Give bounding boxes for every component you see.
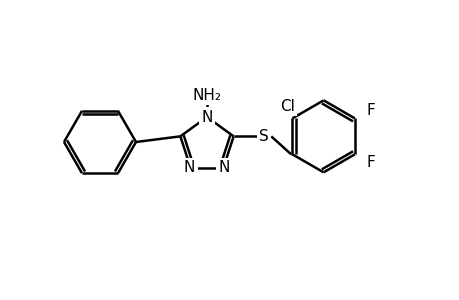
Text: N: N bbox=[184, 160, 195, 175]
Text: F: F bbox=[366, 155, 375, 170]
Text: F: F bbox=[366, 103, 375, 118]
Text: N: N bbox=[201, 110, 212, 124]
Text: Cl: Cl bbox=[280, 99, 294, 114]
Text: S: S bbox=[259, 129, 269, 144]
Text: N: N bbox=[218, 160, 230, 175]
Text: NH₂: NH₂ bbox=[192, 88, 221, 103]
